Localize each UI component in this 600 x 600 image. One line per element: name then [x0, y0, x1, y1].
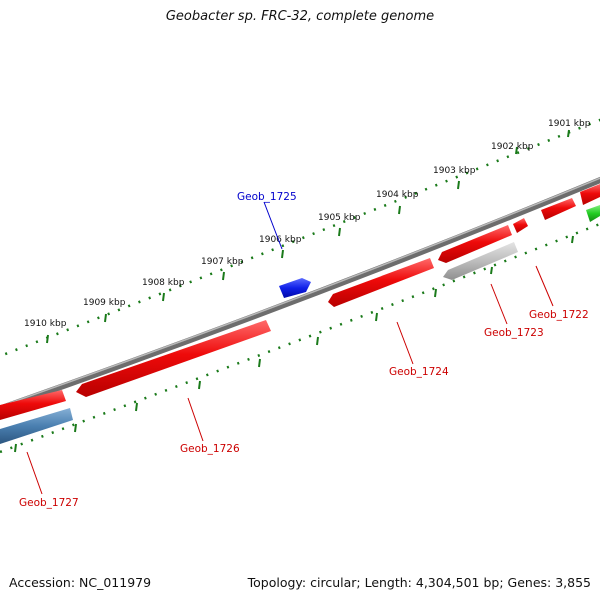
- gene-geob-1722[interactable]: [513, 198, 576, 233]
- gene-geob-1726[interactable]: [76, 320, 271, 397]
- gene-label-connector: [490, 283, 508, 325]
- kbp-label: 1904 kbp: [376, 190, 419, 200]
- genome-backbone: [0, 176, 600, 412]
- kbp-label: 1910 kbp: [24, 319, 67, 329]
- gene-label-connector: [396, 321, 414, 365]
- outer-tick-ring: [0, 118, 600, 358]
- gene-label-geob-1725: Geob_1725: [237, 191, 297, 203]
- genome-backbone-highlight: [0, 177, 600, 408]
- gene-label-geob-1722: Geob_1722: [529, 309, 589, 321]
- gene-blue-neighbor[interactable]: [0, 408, 73, 444]
- gene-label-connector: [26, 451, 43, 495]
- kbp-label: 1906 kbp: [259, 235, 302, 245]
- gene-label-geob-1727: Geob_1727: [19, 497, 79, 509]
- map-title: Geobacter sp. FRC-32, complete genome: [165, 9, 435, 24]
- gene-geob-1727[interactable]: [0, 390, 66, 420]
- accession-label: Accession: NC_011979: [9, 575, 152, 590]
- gene-label-geob-1724: Geob_1724: [389, 366, 449, 378]
- kbp-label: 1909 kbp: [83, 298, 126, 308]
- genome-summary: Topology: circular; Length: 4,304,501 bp…: [247, 575, 591, 590]
- kbp-label: 1907 kbp: [201, 257, 244, 267]
- inner-major-ticks: [14, 235, 574, 453]
- gene-label-geob-1723: Geob_1723: [484, 327, 544, 339]
- kbp-label: 1903 kbp: [433, 166, 476, 176]
- kbp-label: 1908 kbp: [142, 278, 185, 288]
- kbp-label: 1901 kbp: [548, 119, 591, 129]
- kbp-label: 1905 kbp: [318, 213, 361, 223]
- outer-major-ticks: [46, 129, 570, 344]
- gene-geob-1724[interactable]: [328, 258, 434, 307]
- gene-geob-1725[interactable]: [279, 278, 311, 298]
- gene-partial-green[interactable]: [586, 205, 600, 222]
- gene-label-connector: [187, 397, 204, 442]
- gene-label-connector: [263, 201, 283, 250]
- gene-geob-1723[interactable]: [443, 242, 518, 280]
- gene-label-connector: [535, 265, 554, 307]
- gene-label-geob-1726: Geob_1726: [180, 443, 240, 455]
- kbp-label: 1902 kbp: [491, 142, 534, 152]
- gene-partial-red[interactable]: [580, 184, 600, 205]
- gene-geob-1723-red-part[interactable]: [438, 225, 512, 263]
